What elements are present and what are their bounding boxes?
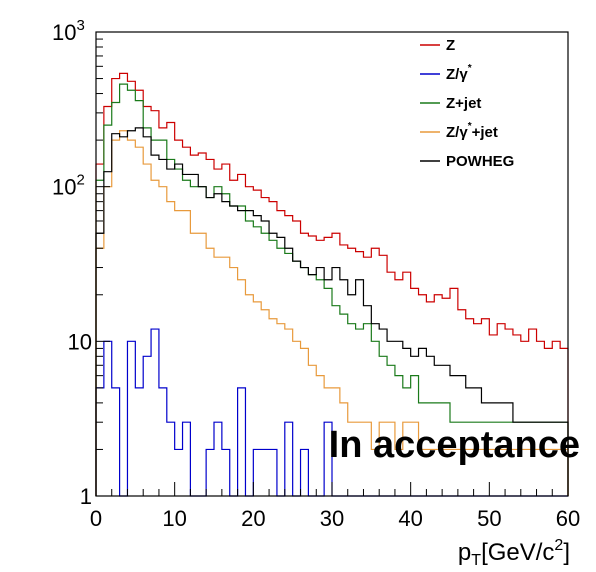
legend-label-main: Z/γ xyxy=(446,124,468,141)
y-tick-label-base: 10 xyxy=(52,20,76,45)
series-line-0 xyxy=(95,72,569,496)
x-tick-label: 20 xyxy=(241,506,265,531)
legend-label-star: * xyxy=(468,63,472,74)
y-tick-label: 1 xyxy=(80,484,92,509)
series-line-4 xyxy=(95,127,569,496)
x-tick-label: 60 xyxy=(556,506,580,531)
series-layer xyxy=(95,72,569,497)
legend-label-2: Z+jet xyxy=(446,95,481,112)
legend-label-0: Z xyxy=(446,37,455,54)
x-axis-title-rest: [GeV/c xyxy=(481,539,554,566)
x-axis-title-end: ] xyxy=(563,539,570,566)
legend-label-star: * xyxy=(468,121,472,132)
x-tick-label: 30 xyxy=(320,506,344,531)
series-line-3 xyxy=(95,130,569,496)
x-axis-title-main: p xyxy=(458,539,471,566)
x-tick-label: 50 xyxy=(477,506,501,531)
x-axis-title: pT[GeV/c2] xyxy=(458,537,570,569)
legend-label-main: POWHEG xyxy=(446,153,514,170)
y-tick-label-exp: 2 xyxy=(76,172,84,189)
y-tick-label: 103 xyxy=(52,17,85,45)
y-tick-label: 10 xyxy=(68,329,92,354)
y-tick-label: 102 xyxy=(52,172,85,200)
y-tick-label-exp: 3 xyxy=(76,17,84,34)
legend-label-main: Z/γ xyxy=(446,66,468,83)
x-tick-label: 40 xyxy=(398,506,422,531)
legend-label-main: Z xyxy=(446,37,455,54)
x-axis-title-sub: T xyxy=(471,552,481,569)
y-tick-label-base: 10 xyxy=(52,175,76,200)
legend-label-main: Z+jet xyxy=(446,95,481,112)
legend-label-1: Z/γ* xyxy=(446,63,472,83)
legend-label-4: POWHEG xyxy=(446,153,514,170)
legend-label-3: Z/γ*+jet xyxy=(446,121,498,141)
x-tick-label: 0 xyxy=(90,506,102,531)
x-axis-title-sup: 2 xyxy=(554,537,563,554)
x-tick-label: 10 xyxy=(162,506,186,531)
annotation-in-acceptance: In acceptance xyxy=(329,424,580,466)
legend-label-rest: +jet xyxy=(472,124,498,141)
